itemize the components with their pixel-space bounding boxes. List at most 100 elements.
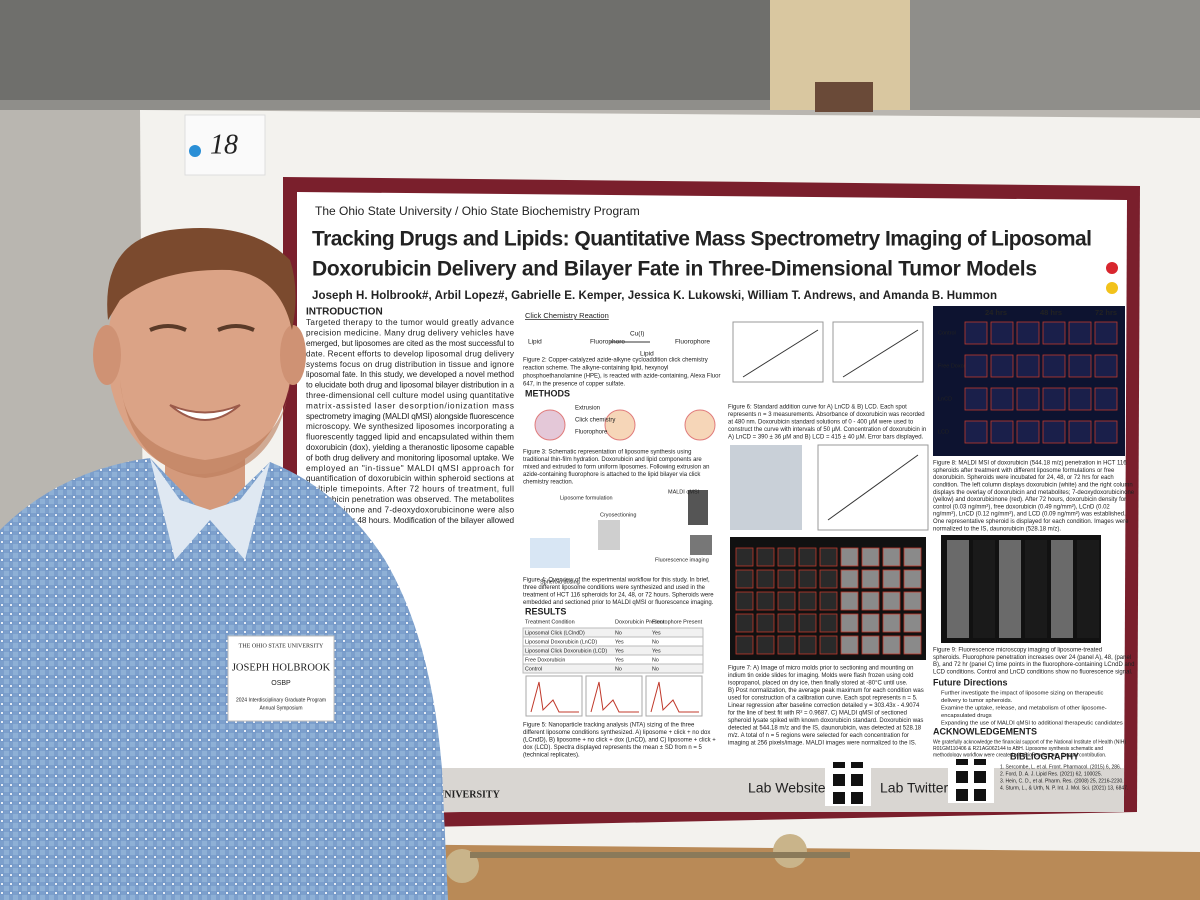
qr-module bbox=[857, 792, 863, 798]
microscopy-panel bbox=[1051, 540, 1073, 638]
row-label: Free Doxorubicin bbox=[938, 363, 980, 369]
caption-line: used for construction of a calibration c… bbox=[728, 696, 918, 702]
msi-region bbox=[819, 635, 838, 655]
caption-line: Figure 3: Schematic representation of li… bbox=[523, 450, 691, 456]
msi-region bbox=[840, 569, 859, 589]
msi-cell bbox=[964, 387, 988, 411]
standard-curve bbox=[732, 321, 824, 383]
qr-module bbox=[974, 795, 980, 801]
caption-line: treatment of HCT 116 spheroids for 24, 4… bbox=[523, 593, 714, 599]
authors: Joseph H. Holbrook#, Arbil Lopez#, Gabri… bbox=[312, 290, 997, 302]
caption-line: three different liposome conditions were… bbox=[523, 585, 706, 591]
diagram-label: Cu(I) bbox=[630, 331, 644, 338]
msi-cell bbox=[990, 321, 1014, 345]
badge-text: THE OHIO STATE UNIVERSITY JOSEPH HOLBROOK… bbox=[232, 643, 331, 711]
caption-line: indium tin oxide slides for imaging. Mol… bbox=[728, 673, 913, 679]
title-line: Tracking Drugs and Lipids: Quantitative … bbox=[312, 228, 1092, 251]
qr-module bbox=[839, 792, 845, 798]
qr-module bbox=[980, 789, 986, 795]
number-card bbox=[184, 114, 266, 176]
qr-module bbox=[962, 777, 968, 783]
caption-line: One representative spheroid is displayed… bbox=[933, 519, 1129, 525]
qr-module bbox=[851, 798, 857, 804]
msi-cell bbox=[1094, 387, 1118, 411]
qr-module bbox=[833, 798, 839, 804]
affiliation: The Ohio State University / Ohio State B… bbox=[315, 204, 640, 218]
qr-module bbox=[851, 774, 857, 780]
diagram-label: Fluorescence imaging bbox=[655, 557, 709, 563]
bibliography-entry: 3. Hein, C. D., et al. Pharm. Res. (2008… bbox=[1000, 778, 1124, 784]
msi-cell bbox=[1094, 354, 1118, 378]
qr-module bbox=[839, 798, 845, 804]
caption-line: LCD conditions. Control and LnCD conditi… bbox=[933, 669, 1133, 675]
column-label: 48 hrs bbox=[1040, 308, 1062, 317]
diagram-label: Fluorophore bbox=[575, 430, 608, 436]
caption-line: Figure 8: MALDI MSI of doxorubicin (544.… bbox=[933, 461, 1127, 467]
qr-module bbox=[962, 759, 968, 765]
table-row bbox=[522, 663, 704, 674]
msi-region bbox=[882, 591, 901, 611]
liposome bbox=[604, 409, 636, 441]
msi-region bbox=[840, 591, 859, 611]
qr-module bbox=[956, 789, 962, 795]
diagram-label: Lipid bbox=[640, 351, 654, 358]
diagram-label: Extrusion bbox=[575, 406, 600, 412]
qr-module bbox=[980, 795, 986, 801]
microscope bbox=[690, 535, 712, 555]
caption-line: detected at 544.18 m/z and the IS, dauno… bbox=[728, 726, 922, 732]
msi-cell bbox=[964, 354, 988, 378]
caption-line: reaction scheme. The alkyne-containing l… bbox=[523, 366, 668, 372]
msi-region bbox=[777, 613, 796, 633]
intro-line: matrix-assisted laser desorption/ionizat… bbox=[306, 401, 514, 410]
diagram-label: Cryosectioning bbox=[600, 512, 636, 518]
caption-line: doxorubicin. Spheroids were incubated fo… bbox=[933, 475, 1114, 481]
bullet-item: delivery to tumor spheroids. bbox=[941, 698, 1013, 704]
caption-line: (LCndD), B) liposome + no click + dox (L… bbox=[523, 738, 716, 744]
caption-line: embedded and sectioned prior to MALDI qM… bbox=[523, 600, 714, 606]
table-cell: Yes bbox=[615, 639, 624, 645]
bullet-item: encapsulated drugs bbox=[941, 713, 992, 719]
badge-event: Annual Symposium bbox=[259, 705, 302, 711]
nta-curve bbox=[650, 681, 699, 713]
qr-module bbox=[839, 780, 845, 786]
caption-line: control (0.03 ng/mm²), free doxorubicin … bbox=[933, 504, 1110, 510]
qr-module bbox=[839, 762, 845, 768]
msi-region bbox=[756, 569, 775, 589]
qr-module bbox=[980, 759, 986, 765]
stand-foot bbox=[773, 834, 807, 868]
qr-module bbox=[962, 771, 968, 777]
caption-line: Linear regression after baseline correct… bbox=[728, 703, 920, 709]
intro-line: doxorubicin (dox), yielding a theranosti… bbox=[306, 443, 514, 452]
intro-line: multiple timepoints. After 72 hours of t… bbox=[306, 485, 514, 494]
fit-line bbox=[827, 454, 919, 521]
msi-region bbox=[798, 635, 817, 655]
msi-region bbox=[840, 613, 859, 633]
caption-line: Figure 4: Overview of the experimental w… bbox=[523, 578, 710, 584]
qr-module bbox=[851, 762, 857, 768]
qr-module bbox=[962, 795, 968, 801]
section-heading: ACKNOWLEDGEMENTS bbox=[933, 726, 1037, 736]
bullet-item: Expanding the use of MALDI qMSI to addit… bbox=[941, 721, 1123, 727]
msi-cell bbox=[1016, 354, 1040, 378]
intro-line: precision medicine. Many drug delivery v… bbox=[306, 329, 514, 338]
caption-line: R01GM110406 & R21AG062144 to ABH. Liposo… bbox=[933, 746, 1103, 752]
diagram-label: Spheroid dosing bbox=[540, 579, 580, 585]
msi-region bbox=[777, 569, 796, 589]
qr-module bbox=[833, 780, 839, 786]
diagram-label: Fluorophore bbox=[675, 339, 710, 346]
qr-module bbox=[833, 792, 839, 798]
qr-module bbox=[974, 759, 980, 765]
row-label: LnCD bbox=[938, 396, 952, 402]
msi-region bbox=[756, 591, 775, 611]
intro-line: emerged, but liposomes are cited as the … bbox=[306, 339, 514, 348]
column-label: 24 hrs bbox=[985, 308, 1007, 317]
section-heading: BIBLIOGRAPHY bbox=[1010, 751, 1079, 761]
msi-region bbox=[903, 547, 922, 567]
section-heading: METHODS bbox=[525, 388, 570, 398]
caption-line: Figure 2: Copper-catalyzed azide-alkyne … bbox=[523, 358, 708, 364]
section-heading: Future Directions bbox=[933, 677, 1008, 687]
qr-module bbox=[851, 792, 857, 798]
badge-event: 2024 Interdisciplinary Graduate Program bbox=[236, 697, 326, 703]
msi-region bbox=[861, 613, 880, 633]
caption-line: ng/mm²), LnCD (0.12 ng/mm²), and LCD (0.… bbox=[933, 512, 1126, 518]
